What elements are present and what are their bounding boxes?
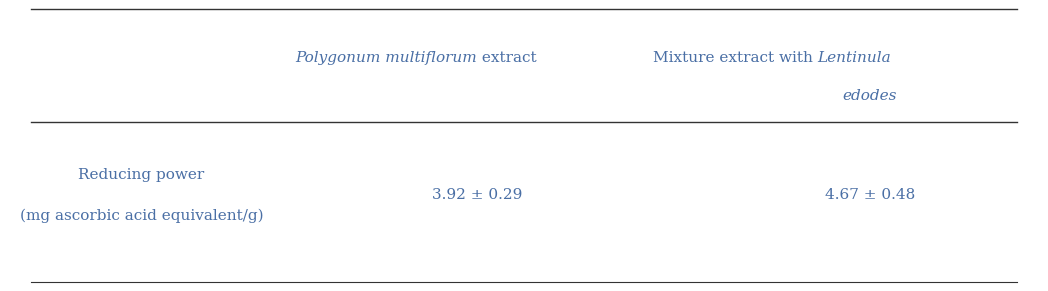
- Text: 3.92 ± 0.29: 3.92 ± 0.29: [432, 188, 522, 202]
- Text: extract: extract: [477, 51, 537, 65]
- Text: Lentinula: Lentinula: [817, 51, 891, 65]
- Text: Mixture extract with: Mixture extract with: [653, 51, 817, 65]
- Text: (mg ascorbic acid equivalent/g): (mg ascorbic acid equivalent/g): [20, 208, 263, 223]
- Text: 4.67 ± 0.48: 4.67 ± 0.48: [825, 188, 915, 202]
- Text: edodes: edodes: [843, 89, 897, 103]
- Text: Polygonum multiflorum: Polygonum multiflorum: [296, 51, 477, 65]
- Text: Reducing power: Reducing power: [79, 168, 204, 182]
